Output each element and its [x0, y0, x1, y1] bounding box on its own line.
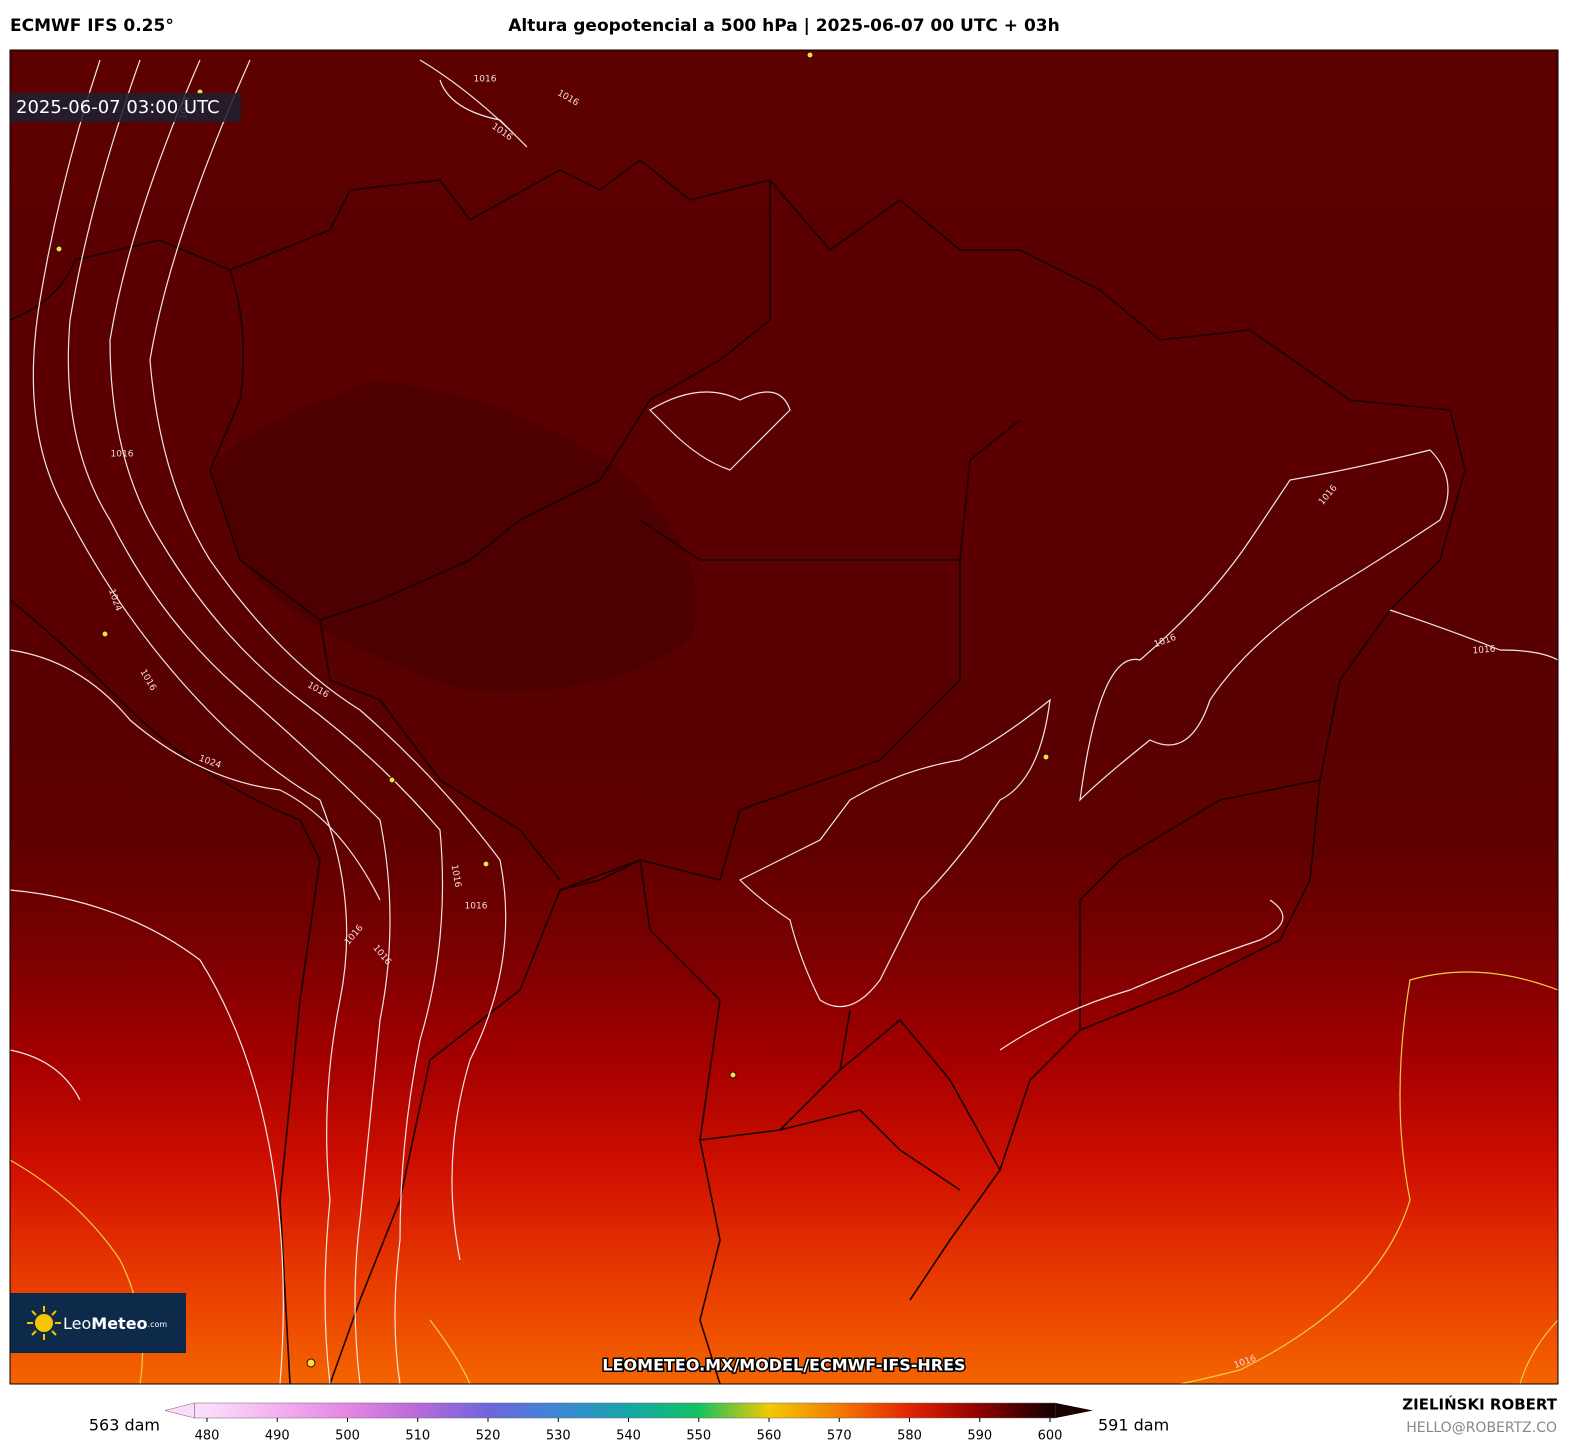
contour-label: 1016	[474, 75, 497, 85]
contour-label: 1016	[1472, 644, 1496, 656]
colorbar: 563 dam 591 dam 480 490 500 510 520 530 540 550…	[89, 1402, 1169, 1444]
colorbar-tick-label: 490	[265, 1429, 290, 1444]
email: HELLO@ROBERTZ.CO	[1406, 1420, 1557, 1436]
isobars	[9, 59, 1559, 1385]
logo-meteo: Meteo	[91, 1314, 147, 1333]
model-name: ECMWF IFS 0.25°	[10, 16, 174, 36]
colorbar-gradient	[194, 1402, 1056, 1419]
colorbar-tick-label: 580	[897, 1429, 922, 1444]
colorbar-tick-label: 540	[616, 1429, 641, 1444]
logo-suffix: .com	[148, 1320, 168, 1329]
colorbar-max-label: 591 dam	[1098, 1416, 1169, 1435]
time-box	[10, 93, 241, 122]
logo-sun	[27, 1306, 61, 1340]
colorbar-tick-label: 600	[1038, 1429, 1063, 1444]
colorbar-tick-label: 480	[195, 1429, 220, 1444]
city-dots	[55, 51, 1050, 1368]
colorbar-tick-label: 520	[476, 1429, 501, 1444]
author: ZIELIŃSKI ROBERT	[1402, 1395, 1557, 1414]
contour-label: 1016	[111, 450, 134, 460]
colorbar-tick-label: 510	[405, 1429, 430, 1444]
valid-time: 2025-06-07 03:00 UTC	[16, 97, 220, 118]
colorbar-tick-label: 500	[335, 1429, 360, 1444]
colorbar-tick-label: 530	[546, 1429, 571, 1444]
contour-label: 1016	[449, 864, 463, 889]
colorbar-tick-label: 550	[686, 1429, 711, 1444]
map-title: Altura geopotencial a 500 hPa | 2025-06-…	[508, 16, 1059, 36]
logo-leo: Leo	[63, 1314, 91, 1333]
map: 1016101610161024101610241016101610241016…	[9, 49, 1559, 1385]
map-frame	[9, 49, 1559, 1385]
colorbar-tick-label: 570	[827, 1429, 852, 1444]
map-field	[10, 50, 1558, 1384]
colorbar-tick-label: 590	[967, 1429, 992, 1444]
colorbar-tick-label: 560	[757, 1429, 782, 1444]
colorbar-max-extend	[1055, 1403, 1093, 1418]
low-height-area	[210, 380, 697, 692]
borders	[9, 158, 1466, 1385]
colorbar-min-label: 563 dam	[89, 1416, 160, 1435]
colorbar-min-extend	[164, 1402, 195, 1419]
source-url: LEOMETEO.MX/MODEL/ECMWF-IFS-HRES	[602, 1356, 965, 1375]
logo-text: LeoMeteo.com	[63, 1314, 167, 1333]
contour-label: 1016	[465, 902, 488, 912]
